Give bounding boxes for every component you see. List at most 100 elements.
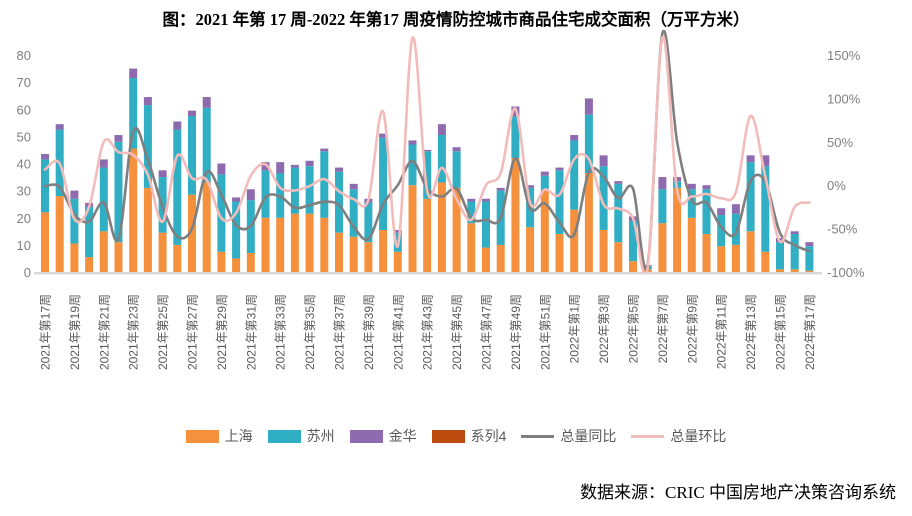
- bar-segment-shanghai: [393, 251, 402, 272]
- bar-segment-shanghai: [349, 236, 358, 272]
- legend-item-suzhou: 苏州: [267, 426, 335, 446]
- legend-swatch-suzhou: [267, 429, 301, 443]
- bar-segment-jinhua: [99, 159, 108, 168]
- left-axis-tick: 30: [17, 184, 31, 199]
- bar-segment-shanghai: [805, 270, 814, 272]
- bar-segment-suzhou: [173, 129, 182, 245]
- bar-segment-jinhua: [555, 167, 564, 171]
- bar-segment-jinhua: [673, 177, 682, 182]
- x-axis-label: 2021年第39周: [362, 294, 376, 370]
- right-axis-tick: -100%: [827, 265, 865, 280]
- bar-segment-shanghai: [584, 172, 593, 272]
- bar-segment-shanghai: [496, 244, 505, 273]
- right-axis-tick: 150%: [827, 48, 861, 63]
- bar-segment-suzhou: [305, 166, 314, 214]
- legend-swatch-wow_line: [631, 434, 665, 438]
- legend: 上海 苏州 金华 系列4 总量同比 总量环比: [0, 426, 912, 446]
- bar-segment-suzhou: [320, 151, 329, 218]
- bar-segment-suzhou: [614, 183, 623, 243]
- bar-segment-jinhua: [261, 162, 270, 171]
- bar-segment-shanghai: [364, 242, 373, 272]
- bar-segment-suzhou: [143, 105, 152, 188]
- bar-segment-shanghai: [717, 246, 726, 272]
- bar-segment-jinhua: [143, 97, 152, 106]
- bar-segment-jinhua: [496, 187, 505, 191]
- bar-segment-jinhua: [290, 164, 299, 168]
- legend-item-yoy_line: 总量同比: [521, 426, 616, 446]
- bar-segment-suzhou: [408, 144, 417, 186]
- bar-segment-suzhou: [364, 202, 373, 243]
- bar-segment-shanghai: [143, 187, 152, 272]
- bar-segment-jinhua: [379, 133, 388, 138]
- x-axis-label: 2022年第5周: [627, 294, 641, 363]
- bar-segment-shanghai: [335, 232, 343, 272]
- x-axis-label: 2021年第45周: [450, 294, 464, 370]
- bar-segment-suzhou: [217, 174, 226, 252]
- bar-segment-shanghai: [217, 251, 226, 272]
- bar-segment-jinhua: [114, 135, 123, 142]
- bar-segment-jinhua: [393, 229, 402, 233]
- legend-swatch-series4: [431, 429, 465, 443]
- left-axis-tick: 40: [17, 157, 31, 172]
- bar-segment-shanghai: [202, 182, 211, 272]
- bar-segment-jinhua: [217, 163, 226, 175]
- data-source-caption: 数据来源：CRIC 中国房地产决策咨询系统: [580, 483, 896, 502]
- bar-segment-suzhou: [188, 116, 196, 195]
- x-axis-label: 2022年第17周: [803, 294, 817, 370]
- legend-item-series4: 系列4: [431, 426, 507, 446]
- bar-segment-suzhou: [335, 171, 343, 233]
- x-axis-label: 2021年第17周: [39, 294, 53, 370]
- bar-segment-jinhua: [805, 242, 814, 247]
- bar-segment-shanghai: [702, 234, 711, 272]
- bar-segment-suzhou: [790, 234, 799, 270]
- bar-segment-jinhua: [731, 204, 740, 214]
- bar-segment-shanghai: [41, 212, 49, 272]
- bar-segment-shanghai: [526, 227, 535, 272]
- x-axis-label: 2022年第3周: [597, 294, 611, 363]
- bar-segment-jinhua: [408, 140, 417, 145]
- left-axis-tick: 70: [17, 75, 31, 90]
- bar-segment-suzhou: [658, 189, 667, 224]
- bar-segment-suzhou: [232, 201, 241, 259]
- bar-segment-suzhou: [99, 167, 108, 232]
- bar-segment-shanghai: [776, 269, 784, 272]
- bar-segment-shanghai: [55, 196, 64, 272]
- bar-segment-shanghai: [305, 213, 314, 272]
- bar-series-shanghai: [41, 148, 814, 273]
- bar-segment-shanghai: [658, 223, 667, 272]
- bar-segment-jinhua: [305, 160, 314, 167]
- x-axis-label: 2022年第13周: [744, 294, 758, 370]
- bar-segment-suzhou: [776, 242, 784, 270]
- bar-segment-jinhua: [437, 124, 446, 136]
- x-axis-label: 2021年第23周: [127, 294, 141, 370]
- right-axis-tick: 0%: [827, 178, 846, 193]
- bar-segment-shanghai: [408, 185, 417, 272]
- legend-label: 系列4: [470, 428, 507, 444]
- legend-swatch-jinhua: [349, 429, 383, 443]
- line-yoy_line: [43, 30, 811, 270]
- line-wow_line: [43, 35, 811, 273]
- bar-segment-shanghai: [290, 213, 299, 272]
- bar-segment-jinhua: [790, 231, 799, 235]
- bar-segment-suzhou: [599, 166, 608, 230]
- bar-segment-shanghai: [570, 209, 579, 272]
- bar-segment-jinhua: [658, 177, 667, 190]
- x-axis-label: 2021年第33周: [274, 294, 288, 370]
- bar-segment-suzhou: [687, 189, 696, 218]
- bar-segment-jinhua: [335, 167, 343, 172]
- bar-segment-shanghai: [246, 253, 255, 272]
- x-axis-label: 2021年第51周: [538, 294, 552, 370]
- chart-canvas: 0 10 20 30 40 50 60 70 80 -100% -50% 0% 50% 100% 150% 2…: [17, 30, 865, 370]
- bar-segment-suzhou: [349, 189, 358, 237]
- bar-segment-shanghai: [173, 244, 182, 273]
- x-axis-label: 2021年第27周: [186, 294, 200, 370]
- bar-segment-shanghai: [629, 261, 637, 272]
- bar-segment-suzhou: [114, 141, 123, 243]
- bar-segment-suzhou: [85, 206, 94, 258]
- x-axis-baseline: [34, 272, 822, 275]
- right-axis-tick: 100%: [827, 91, 861, 106]
- bar-segment-suzhou: [467, 201, 476, 224]
- left-axis-tick: 60: [17, 102, 31, 117]
- bar-segment-jinhua: [188, 110, 196, 117]
- bar-segment-suzhou: [629, 220, 637, 262]
